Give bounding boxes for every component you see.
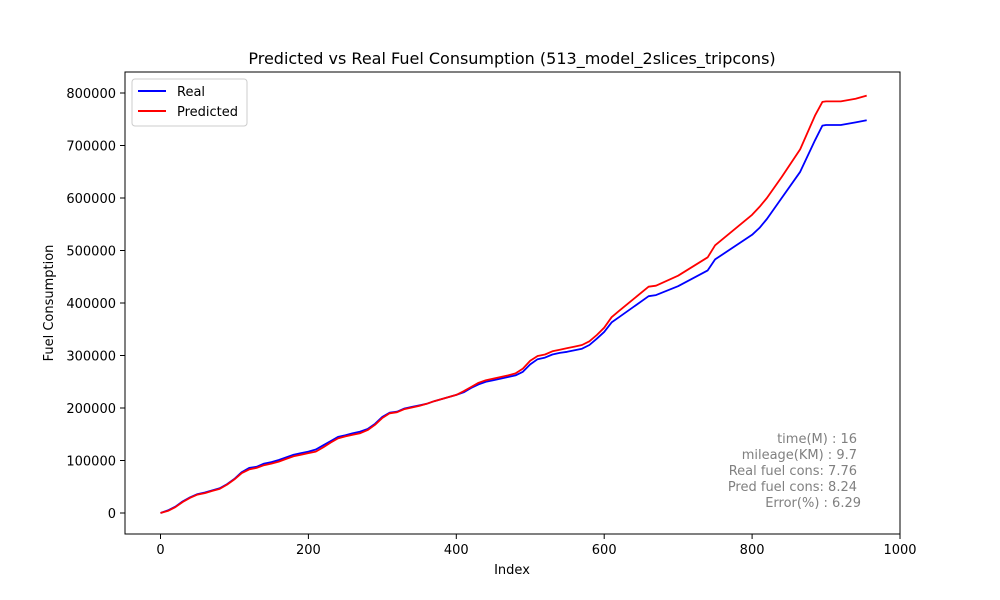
x-tick-label: 400	[444, 543, 469, 558]
legend-label-predicted: Predicted	[177, 105, 238, 120]
y-tick-label: 0	[108, 507, 116, 522]
series-line-predicted	[160, 94, 867, 514]
x-axis-ticks: 0 200 400 600 800 1000	[156, 534, 917, 558]
plot-series	[160, 94, 867, 514]
x-axis-label: Index	[494, 563, 530, 578]
y-tick-label: 700000	[66, 140, 116, 155]
y-axis-label: Fuel Consumption	[42, 245, 57, 362]
legend: Real Predicted	[131, 78, 248, 127]
y-tick-label: 300000	[66, 350, 116, 365]
y-tick-label: 500000	[66, 245, 116, 260]
annotation-line-pred-cons: Pred fuel cons: 8.24	[728, 480, 857, 495]
x-tick-label: 0	[156, 543, 164, 558]
y-tick-label: 100000	[66, 455, 116, 470]
y-tick-label: 400000	[66, 297, 116, 312]
x-tick-label: 1000	[883, 543, 916, 558]
x-tick-label: 800	[740, 543, 765, 558]
y-axis-ticks: 0 100000 200000 300000 400000 500000 600000 700…	[66, 87, 125, 522]
x-tick-label: 600	[592, 543, 617, 558]
legend-label-real: Real	[177, 85, 205, 100]
x-tick-label: 200	[296, 543, 321, 558]
annotation-line-time: time(M) : 16	[777, 432, 857, 447]
annotation-line-real-cons: Real fuel cons: 7.76	[729, 464, 857, 479]
stats-annotation: time(M) : 16 mileage(KM) : 9.7 Real fuel…	[728, 432, 861, 511]
y-tick-label: 800000	[66, 87, 116, 102]
chart-title: Predicted vs Real Fuel Consumption (513_…	[248, 49, 775, 69]
annotation-line-error: Error(%) : 6.29	[765, 496, 861, 511]
y-tick-label: 600000	[66, 192, 116, 207]
annotation-line-mileage: mileage(KM) : 9.7	[742, 448, 857, 463]
y-tick-label: 200000	[66, 402, 116, 417]
